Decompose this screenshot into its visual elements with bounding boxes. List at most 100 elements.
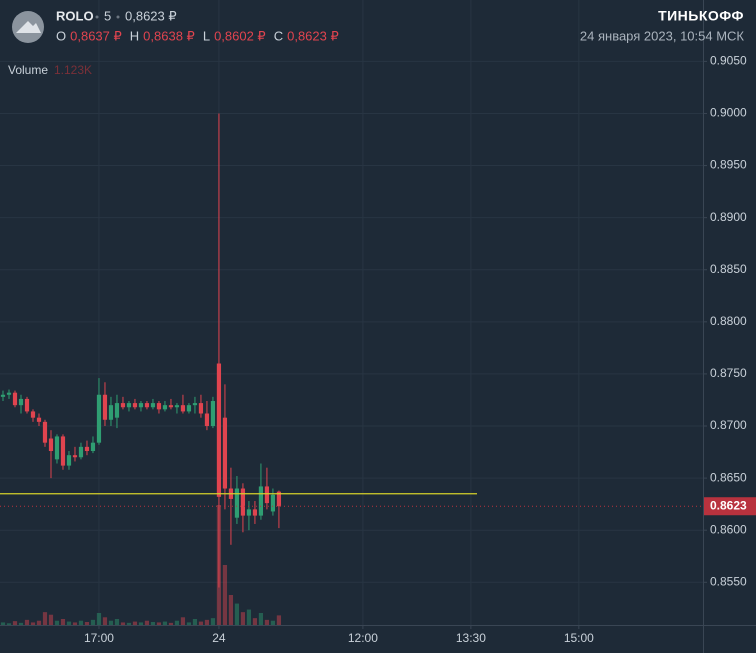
candle-body <box>48 438 54 452</box>
volume-bar <box>252 618 258 625</box>
volume-bar <box>258 613 264 625</box>
candle-body <box>234 488 240 518</box>
y-tick-label: 0.8900 <box>710 210 747 224</box>
ohlc-value: 0,8602 ₽ <box>214 28 266 43</box>
y-tick-label: 0.8700 <box>710 418 747 432</box>
y-tick-label: 0.8850 <box>710 262 747 276</box>
ohlc-key: O <box>56 28 66 43</box>
candle-body <box>120 403 126 408</box>
candle-body <box>192 403 198 406</box>
last-price-box <box>704 497 756 516</box>
datetime: 24 января 2023, 10:54 МСК <box>580 28 745 43</box>
volume-bar <box>228 595 234 625</box>
candle-body <box>0 394 6 397</box>
y-tick-label: 0.8550 <box>710 574 747 588</box>
volume-bar <box>144 620 150 625</box>
volume-bar <box>114 619 120 625</box>
ohlc-value: 0,8623 ₽ <box>287 28 339 43</box>
candle-body <box>12 392 18 406</box>
volume-bar <box>240 612 246 625</box>
volume-bar <box>36 620 42 625</box>
volume-bar <box>138 622 144 625</box>
volume-bar <box>234 603 240 625</box>
candle-body <box>6 392 12 395</box>
candle-body <box>96 394 102 443</box>
volume-bar <box>72 622 78 625</box>
x-tick-label: 24 <box>212 631 226 645</box>
candle-body <box>156 403 162 410</box>
candle-body <box>180 405 186 412</box>
candle-body <box>108 405 114 420</box>
candle-body <box>36 417 42 422</box>
candle-body <box>60 436 66 466</box>
candle-body <box>270 494 276 512</box>
candle-body <box>252 509 258 516</box>
candle-body <box>258 486 264 516</box>
volume-bar <box>180 617 186 625</box>
y-tick-label: 0.9000 <box>710 106 747 120</box>
candle-body <box>222 417 228 489</box>
candle-body <box>210 401 216 427</box>
candle-body <box>246 509 252 516</box>
volume-bar <box>150 622 156 625</box>
volume-bar <box>204 619 210 625</box>
volume-bar <box>174 620 180 625</box>
axes: 0.8550 0.8600 0.8650 0.8700 0.8750 0.8800 0.88… <box>84 54 756 645</box>
candle-body <box>174 405 180 408</box>
x-tick-label: 12:00 <box>348 631 378 645</box>
plot <box>0 113 703 625</box>
volume-bar <box>120 622 126 625</box>
candle-body <box>54 436 60 460</box>
last-price-label: 0.8623 <box>710 498 747 512</box>
volume-bar <box>96 613 102 625</box>
volume-title: Volume <box>8 63 48 77</box>
candle-body <box>42 421 48 443</box>
candle-body <box>132 403 138 408</box>
candle-body <box>24 398 30 412</box>
ohlc-key: L <box>203 28 210 43</box>
volume-bar <box>48 614 54 625</box>
volume-bar <box>42 612 48 625</box>
candle-body <box>102 394 108 420</box>
volume-bar <box>6 623 12 625</box>
candle-body <box>216 363 222 497</box>
y-tick-label: 0.9050 <box>710 54 747 68</box>
candle-body <box>198 403 204 414</box>
separator <box>116 15 120 19</box>
separator <box>95 15 99 19</box>
volume-bar <box>186 622 192 625</box>
volume-bar <box>168 622 174 625</box>
volume-bar <box>264 619 270 625</box>
ohlc-value: 0,8637 ₽ <box>70 28 122 43</box>
candle-body <box>150 403 156 408</box>
candle-body <box>18 398 24 406</box>
volume-bar <box>90 619 96 625</box>
volume-bar <box>60 619 66 625</box>
candle-body <box>168 405 174 408</box>
volume-bar <box>126 622 132 625</box>
candle-body <box>186 405 192 412</box>
volume-bar <box>66 621 72 625</box>
candle-body <box>78 446 84 458</box>
candle-body <box>138 403 144 408</box>
candle-body <box>276 491 282 507</box>
ohlc-value: 0,8638 ₽ <box>143 28 195 43</box>
volume-bar <box>12 621 18 625</box>
volume-bar <box>18 622 24 625</box>
volume-bar <box>222 565 228 625</box>
volume-bar <box>30 622 36 625</box>
volume-bar <box>0 622 6 625</box>
candle-body <box>90 442 96 452</box>
price: 0,8623 ₽ <box>125 8 177 23</box>
x-tick-label: 15:00 <box>564 631 594 645</box>
candle-body <box>264 486 270 504</box>
volume-bar <box>54 620 60 625</box>
volume-bar <box>246 609 252 625</box>
candle-body <box>72 455 78 458</box>
brand: ТИНЬКОФФ <box>658 8 744 24</box>
candle-body <box>66 455 72 466</box>
ticker: ROLO <box>56 8 94 23</box>
y-tick-label: 0.8800 <box>710 314 747 328</box>
